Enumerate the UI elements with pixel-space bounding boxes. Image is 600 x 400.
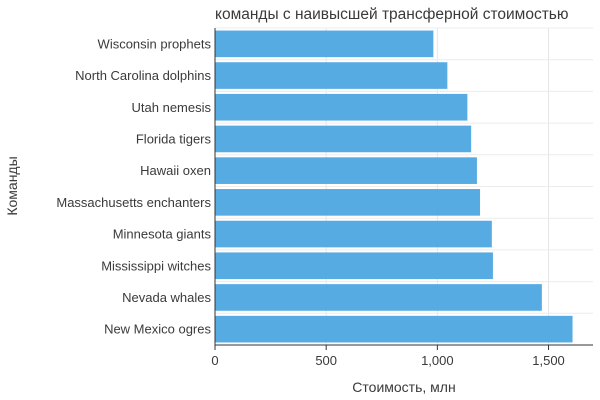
bar — [215, 125, 472, 153]
gridlines — [214, 27, 593, 346]
y-tick-label: Mississippi witches — [101, 258, 211, 273]
y-tick-label: North Carolina dolphins — [75, 68, 211, 83]
bar — [215, 189, 481, 216]
bar — [215, 315, 573, 343]
x-axis-label: Стоимость, млн — [352, 379, 455, 395]
y-tick-label: Hawaii oxen — [140, 163, 211, 178]
bar — [215, 157, 477, 184]
y-tick-label: Wisconsin prophets — [98, 36, 212, 51]
y-tick-label: Utah nemesis — [132, 100, 212, 115]
y-axis-label: Команды — [4, 156, 20, 215]
bar — [215, 30, 434, 58]
x-tick-labels: 0 500 1,000 1,500 — [211, 345, 565, 368]
bar — [215, 284, 542, 311]
bar — [215, 220, 492, 248]
bar — [215, 252, 493, 280]
x-tick-label: 0 — [211, 353, 218, 368]
x-tick-label: 1,000 — [421, 353, 454, 368]
bar — [215, 93, 468, 121]
y-tick-labels: Wisconsin prophets North Carolina dolphin… — [56, 36, 211, 336]
bar — [215, 62, 448, 89]
x-tick-label: 500 — [315, 353, 337, 368]
y-tick-label: Minnesota giants — [113, 227, 212, 242]
y-tick-label: Florida tigers — [136, 131, 212, 146]
bars — [215, 30, 573, 343]
y-tick-label: Massachusetts enchanters — [56, 195, 211, 210]
x-tick-label: 1,500 — [532, 353, 565, 368]
y-tick-label: Nevada whales — [122, 290, 211, 305]
y-tick-label: New Mexico ogres — [104, 322, 211, 337]
chart-title: команды с наивысшей трансферной стоимост… — [215, 6, 569, 23]
